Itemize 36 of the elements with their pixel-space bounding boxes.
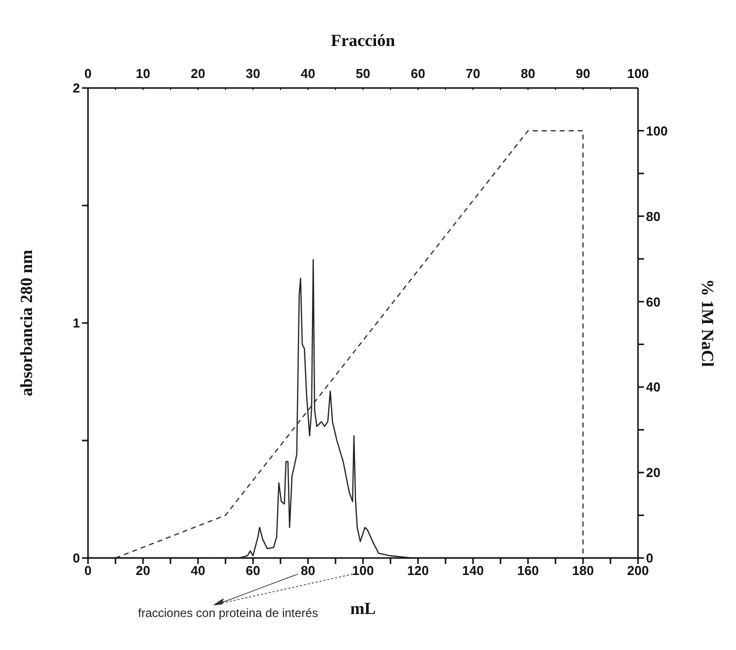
x-tick-label: 60 — [246, 563, 260, 578]
x2-tick-label: 90 — [576, 66, 590, 81]
y2-axis-title: % 1M NaCl — [698, 279, 717, 368]
x-tick-label: 0 — [84, 563, 92, 578]
x-tick-label: 200 — [627, 563, 649, 578]
x2-tick-label: 80 — [520, 66, 536, 81]
y2-tick-label: 100 — [646, 123, 668, 138]
x2-tick-label: 60 — [410, 66, 426, 81]
x-tick-label: 160 — [517, 563, 539, 578]
x-tick-label: 40 — [190, 563, 206, 578]
x-tick-label: 20 — [136, 563, 150, 578]
x2-tick-label: 40 — [300, 66, 316, 81]
text: fracciones con proteina de interés — [138, 606, 318, 620]
x2-tick-label: 70 — [466, 66, 480, 81]
y-tick-label: 2 — [72, 80, 80, 96]
x-tick-label: 100 — [352, 563, 374, 578]
x2-tick-label: 20 — [190, 66, 206, 81]
y-tick-label: 1 — [72, 316, 80, 331]
y-tick-label: 0 — [72, 550, 80, 566]
y2-tick-label: 20 — [646, 465, 660, 480]
x-tick-label: 140 — [462, 563, 484, 578]
x2-tick-label: 50 — [356, 66, 370, 81]
y2-tick-label: 40 — [646, 380, 660, 395]
x2-tick-label: 10 — [136, 66, 150, 81]
x2-axis-title: Fracción — [330, 31, 396, 50]
y-axis-title: absorbancia 280 nm — [17, 250, 36, 396]
x-tick-label: 180 — [572, 563, 594, 578]
x-tick-label: 80 — [300, 563, 316, 578]
x2-tick-label: 100 — [627, 66, 649, 81]
x-axis-title: mL — [350, 599, 376, 618]
x-tick-label: 120 — [407, 563, 429, 578]
y2-tick-label: 80 — [646, 208, 660, 224]
y2-tick-label: 60 — [646, 294, 660, 310]
x2-tick-label: 30 — [246, 66, 260, 81]
y2-tick-label: 0 — [646, 550, 654, 566]
x2-tick-label: 0 — [84, 66, 92, 81]
